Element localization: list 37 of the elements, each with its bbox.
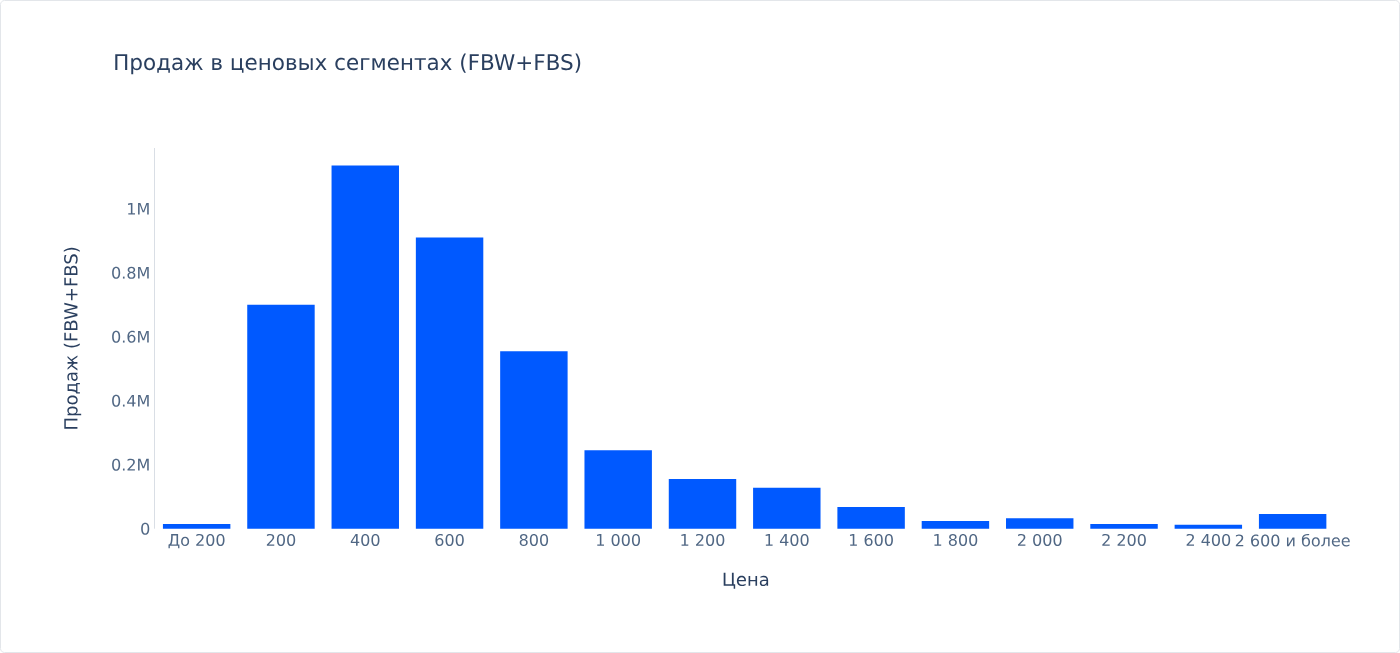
y-tick-label: 0.4M <box>112 394 149 407</box>
bar <box>1258 513 1327 529</box>
bar <box>1006 518 1074 529</box>
y-tick-label: 0.2M <box>112 458 149 471</box>
x-tick-label: До 200 <box>168 533 225 549</box>
bar <box>1090 523 1158 529</box>
x-axis-title: Цена <box>723 572 769 589</box>
y-tick-label: 0 <box>141 522 150 535</box>
bar <box>247 304 315 529</box>
bar <box>837 506 905 529</box>
x-tick-label: 1 200 <box>681 533 725 547</box>
x-tick-label: 600 <box>435 533 464 547</box>
bar <box>921 521 990 529</box>
chart-title: Продаж в ценовых сегментах (FBW+FBS) <box>115 53 581 75</box>
bar <box>584 450 652 529</box>
bar <box>668 479 737 529</box>
x-tick-label: 2 400 <box>1186 533 1231 547</box>
bar <box>162 523 231 529</box>
bar <box>1174 524 1243 529</box>
x-tick-label: 1 400 <box>765 533 809 547</box>
y-tick-label: 0.8M <box>112 266 149 279</box>
x-tick-label: 800 <box>519 533 549 547</box>
x-tick-label: 200 <box>266 533 296 547</box>
x-tick-label: 2 600 и более <box>1235 533 1350 547</box>
x-tick-label: 1 600 <box>849 533 893 547</box>
x-tick-label: 2 200 <box>1102 533 1146 547</box>
x-tick-label: 1 800 <box>934 533 978 547</box>
y-tick-label: 1M <box>128 202 149 215</box>
x-tick-label: 2 000 <box>1017 533 1062 547</box>
bar <box>331 165 399 529</box>
x-tick-label: 400 <box>350 533 380 547</box>
y-axis-title: Продаж (FBW+FBS) <box>63 247 82 429</box>
x-tick-label: 1 000 <box>597 533 641 547</box>
y-tick-label: 0.6M <box>112 330 149 343</box>
bar <box>415 237 484 529</box>
bar <box>500 351 568 529</box>
bar <box>753 487 821 529</box>
